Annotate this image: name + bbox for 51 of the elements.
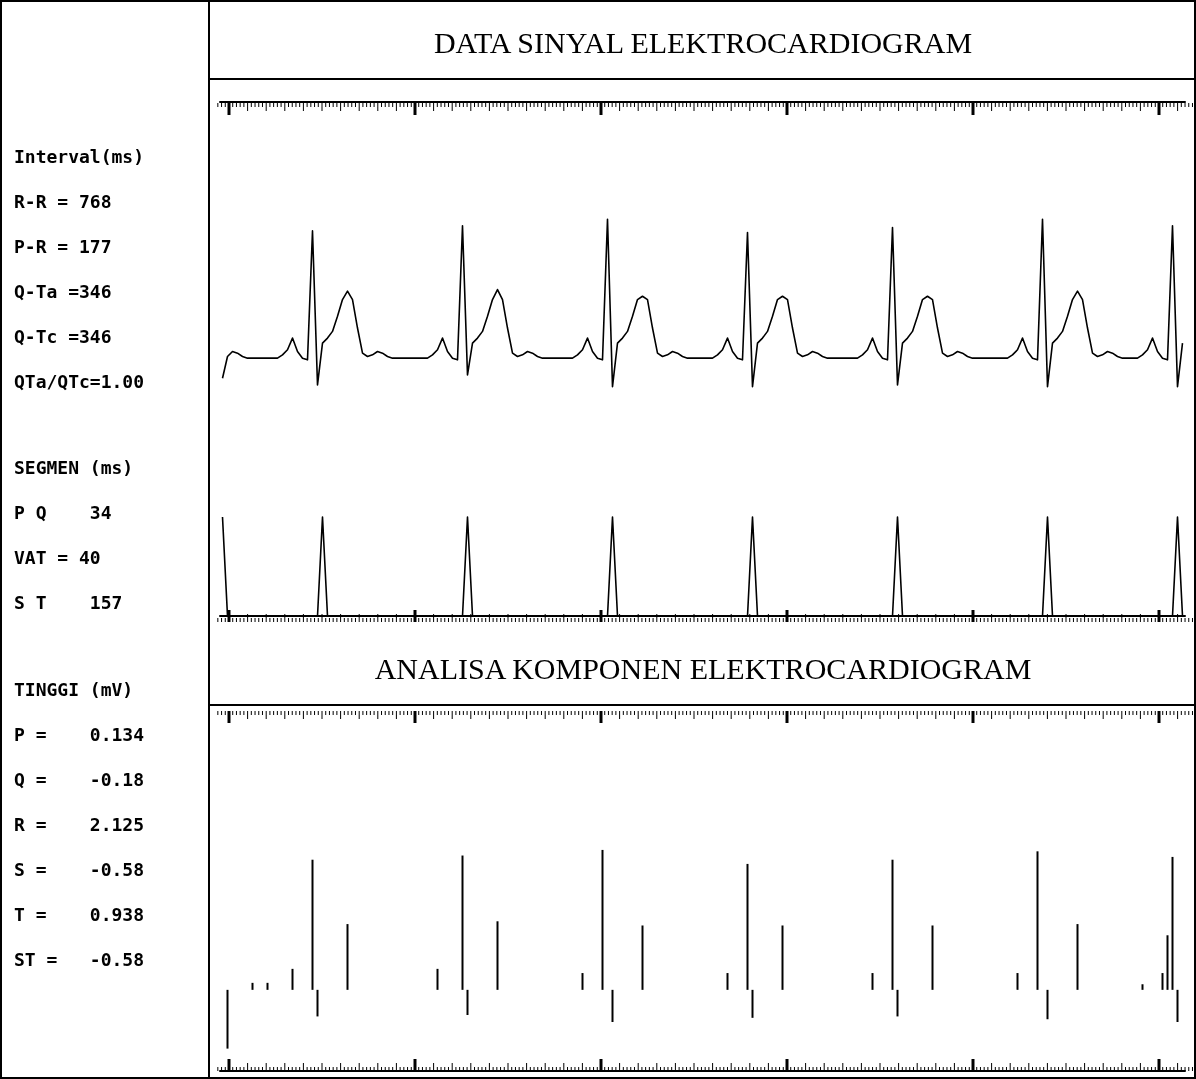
bar [641, 925, 644, 990]
text: T = 0.938 [14, 903, 146, 927]
chart-title: ANALISA KOMPONEN ELEKTROCARDIOGRAM [210, 634, 1196, 706]
chart-title: DATA SINYAL ELEKTROCARDIOGRAM [210, 8, 1196, 80]
bar [291, 968, 294, 990]
bar [266, 982, 269, 990]
text: Q = -0.18 [14, 768, 146, 792]
text: S T 157 [14, 591, 124, 615]
text: VAT = 40 [14, 546, 102, 570]
bar [1076, 924, 1079, 990]
bar [251, 982, 254, 990]
bar [746, 863, 749, 990]
bar [1176, 989, 1179, 1023]
bar [496, 921, 499, 990]
text: R-R = 768 [14, 190, 113, 214]
bar [726, 973, 729, 990]
text: R = 2.125 [14, 813, 146, 837]
bar [1141, 984, 1144, 990]
bar [891, 859, 894, 990]
bar [316, 989, 319, 1017]
bar [1046, 989, 1049, 1020]
bar [871, 973, 874, 990]
bar [1016, 973, 1019, 990]
text: SEGMEN (ms) [14, 456, 135, 480]
bar [466, 989, 469, 1016]
bar [1036, 851, 1039, 990]
bar [611, 989, 614, 1023]
bar [781, 925, 784, 990]
text: S = -0.58 [14, 858, 146, 882]
bar [601, 849, 604, 990]
bar [311, 859, 314, 990]
text: QTa/QTc=1.00 [14, 370, 146, 394]
bar [931, 925, 934, 990]
text: P Q 34 [14, 501, 113, 525]
text: TINGGI (mV) [14, 678, 135, 702]
bar [346, 924, 349, 990]
bar [581, 973, 584, 990]
bar [896, 989, 899, 1017]
text: Q-Tc =346 [14, 325, 113, 349]
bar [226, 989, 229, 1049]
bar [751, 989, 754, 1018]
bar [461, 855, 464, 990]
text: P-R = 177 [14, 235, 113, 259]
text: ST = -0.58 [14, 948, 146, 972]
text: P = 0.134 [14, 723, 146, 747]
text: Interval(ms) [14, 145, 146, 169]
text: Q-Ta =346 [14, 280, 113, 304]
bar [1171, 856, 1174, 990]
bar [436, 968, 439, 990]
bar [1161, 973, 1164, 990]
bar [1166, 935, 1169, 990]
